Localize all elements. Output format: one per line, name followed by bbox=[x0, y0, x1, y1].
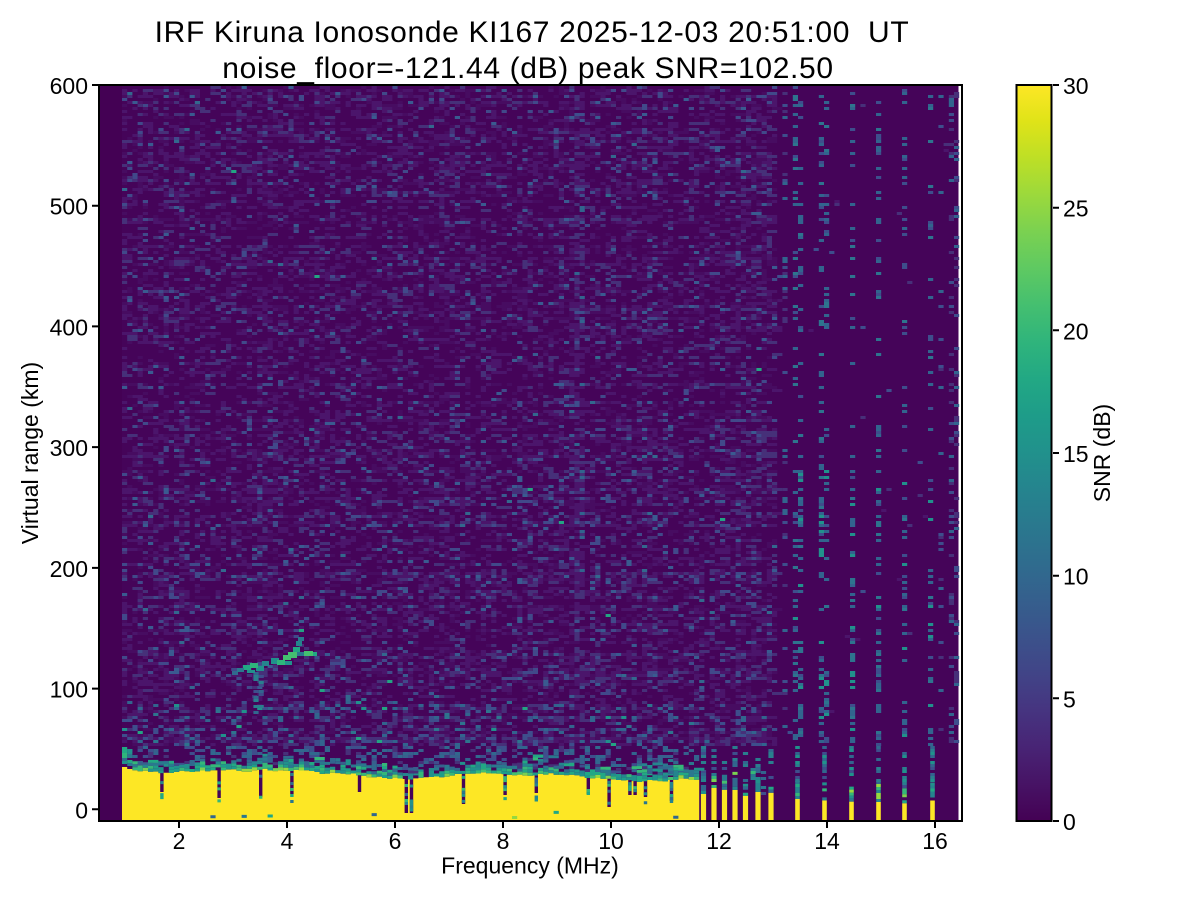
svg-text:Frequency (MHz): Frequency (MHz) bbox=[441, 853, 619, 879]
svg-text:noise_floor=-121.44 (dB) peak: noise_floor=-121.44 (dB) peak SNR=102.50 bbox=[222, 52, 833, 85]
svg-text:10: 10 bbox=[1063, 564, 1089, 590]
svg-text:600: 600 bbox=[50, 73, 88, 99]
svg-text:12: 12 bbox=[706, 828, 732, 854]
svg-text:400: 400 bbox=[50, 314, 88, 340]
svg-text:500: 500 bbox=[50, 194, 88, 220]
svg-text:Virtual range (km): Virtual range (km) bbox=[17, 362, 43, 544]
svg-text:30: 30 bbox=[1063, 73, 1089, 99]
svg-text:8: 8 bbox=[497, 828, 510, 854]
svg-text:2: 2 bbox=[173, 828, 186, 854]
svg-text:4: 4 bbox=[281, 828, 294, 854]
svg-text:14: 14 bbox=[814, 828, 840, 854]
svg-text:100: 100 bbox=[50, 677, 88, 703]
svg-text:16: 16 bbox=[922, 828, 948, 854]
svg-text:SNR (dB): SNR (dB) bbox=[1089, 404, 1115, 502]
svg-text:6: 6 bbox=[389, 828, 402, 854]
svg-text:5: 5 bbox=[1063, 686, 1076, 712]
svg-text:0: 0 bbox=[1063, 809, 1076, 835]
svg-text:IRF Kiruna Ionosonde KI167 202: IRF Kiruna Ionosonde KI167 2025-12-03 20… bbox=[155, 16, 910, 49]
svg-text:0: 0 bbox=[75, 797, 88, 823]
svg-text:25: 25 bbox=[1063, 196, 1089, 222]
svg-text:300: 300 bbox=[50, 435, 88, 461]
svg-text:15: 15 bbox=[1063, 441, 1089, 467]
svg-text:200: 200 bbox=[50, 556, 88, 582]
svg-text:10: 10 bbox=[598, 828, 624, 854]
svg-text:20: 20 bbox=[1063, 318, 1089, 344]
